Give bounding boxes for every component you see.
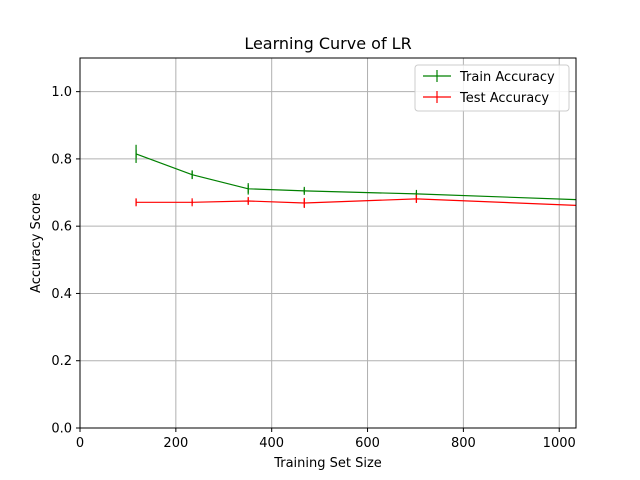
chart-title: Learning Curve of LR (244, 34, 411, 53)
y-tick-label: 0.0 (51, 422, 72, 437)
legend-label-train-accuracy: Train Accuracy (459, 70, 555, 85)
y-axis-label: Accuracy Score (29, 193, 44, 293)
test-accuracy-line (136, 198, 576, 206)
y-tick-label: 0.2 (51, 354, 72, 369)
train-accuracy-line (135, 153, 576, 201)
axes-frame (79, 57, 577, 429)
legend: Train Accuracy Test Accuracy (414, 64, 570, 112)
y-tick-label: 0.4 (51, 287, 72, 302)
y-tick-label: 0.8 (51, 152, 72, 167)
plot-area (135, 144, 576, 209)
x-axis-label: Training Set Size (273, 456, 382, 471)
x-tick-label: 400 (259, 436, 284, 451)
x-tick-label: 200 (163, 436, 188, 451)
x-tick-label: 0 (76, 436, 84, 451)
x-tick-label: 600 (355, 436, 380, 451)
x-tick-label: 800 (451, 436, 476, 451)
axis-ticks: 0 200 400 600 800 1000 0.0 0.2 0.4 0.6 0.8 1.0 (51, 85, 575, 451)
x-tick-label: 1000 (543, 436, 576, 451)
grid-lines (79, 58, 576, 429)
y-tick-label: 1.0 (51, 85, 72, 100)
legend-box (414, 64, 570, 112)
y-tick-label: 0.6 (51, 220, 72, 235)
legend-label-test-accuracy: Test Accuracy (459, 91, 549, 106)
